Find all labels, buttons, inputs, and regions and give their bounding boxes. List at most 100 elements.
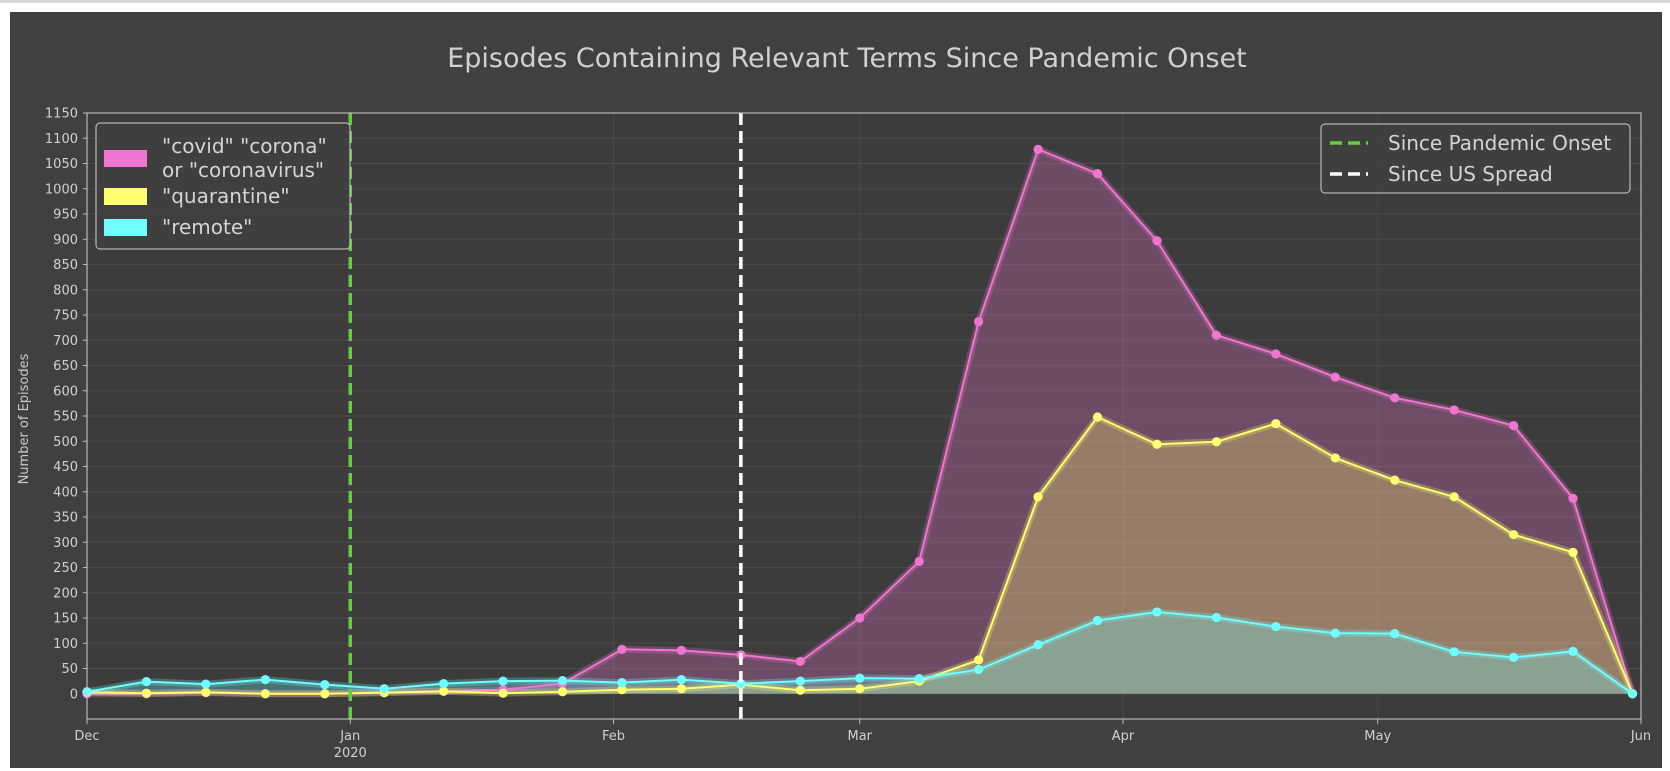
- legend-swatch: [104, 188, 147, 205]
- series-point-0: [855, 613, 865, 623]
- series-point-0: [795, 656, 805, 667]
- series-area-2: [87, 611, 1633, 694]
- series-point-2: [795, 676, 805, 686]
- series-point-0: [914, 556, 924, 567]
- series-point-1: [676, 684, 687, 694]
- series-point-1: [1033, 492, 1043, 502]
- series-point-1: [1092, 412, 1103, 422]
- series-point-2: [379, 684, 389, 694]
- series-point-1: [855, 684, 865, 694]
- x-tick-label: Jun: [1630, 729, 1651, 744]
- series-point-2: [617, 678, 627, 688]
- series-point-1: [1211, 437, 1222, 447]
- x-tick-label: May: [1364, 729, 1391, 744]
- legend-series-box: [95, 122, 351, 250]
- series-point-0: [617, 644, 627, 654]
- y-tick-label: 350: [53, 511, 78, 526]
- x-tick-label: Jan: [339, 729, 360, 744]
- series-point-2: [1152, 607, 1162, 617]
- series-point-1: [1152, 439, 1162, 449]
- series-point-1: [141, 688, 152, 698]
- series-point-1: [1568, 547, 1578, 557]
- y-tick-label: 250: [53, 561, 78, 576]
- series-point-2: [557, 676, 568, 686]
- series-point-2: [974, 664, 984, 675]
- series-point-0: [974, 316, 984, 327]
- series-point-2: [141, 677, 152, 687]
- series-point-2: [1509, 652, 1519, 662]
- series-point-2: [1211, 612, 1222, 623]
- y-tick-label: 500: [53, 435, 78, 450]
- series-point-2: [1449, 647, 1459, 657]
- series-point-0: [1271, 349, 1281, 359]
- series-point-0: [1568, 493, 1578, 503]
- series-point-2: [439, 679, 449, 689]
- x-tick-label: Feb: [602, 729, 625, 744]
- series-point-1: [439, 686, 449, 696]
- legend-label: Since US Spread: [1388, 162, 1553, 186]
- series-point-1: [557, 687, 568, 697]
- axes: 0 50 100 150 200 250 300 350 400 450 500 550 600 650 7…: [45, 107, 1651, 762]
- series-areas: [87, 149, 1633, 694]
- series-point-1: [617, 685, 627, 695]
- series-point-0: [1092, 169, 1103, 179]
- x-tick-label: Apr: [1112, 729, 1135, 744]
- legend-series: "covid" "corona" or "coronavirus""quaran…: [95, 122, 351, 250]
- series-point-1: [1449, 492, 1459, 502]
- y-tick-label: 900: [53, 233, 78, 248]
- series-point-1: [320, 689, 330, 699]
- y-tick-label: 300: [53, 536, 78, 551]
- series-point-0: [1449, 405, 1459, 415]
- legend-swatch: [104, 150, 147, 167]
- series-point-2: [1092, 615, 1103, 626]
- legend-label: "remote": [162, 215, 252, 239]
- y-tick-label: 1150: [45, 107, 78, 122]
- series-point-1: [201, 687, 211, 697]
- y-axis-label: Number of Episodes: [17, 353, 32, 484]
- y-tick-label: 200: [53, 586, 78, 601]
- series-point-1: [795, 685, 805, 695]
- series-point-2: [1627, 689, 1638, 699]
- x-tick-label: Dec: [74, 729, 99, 744]
- series-point-2: [1330, 628, 1340, 638]
- plot-frame: [86, 112, 1642, 720]
- chart: Episodes Containing Relevant Terms Since…: [10, 12, 1662, 768]
- x-tick-sublabel: 2020: [334, 746, 367, 761]
- series-point-0: [1211, 330, 1222, 340]
- y-tick-label: 750: [53, 309, 78, 324]
- y-tick-label: 950: [53, 208, 78, 223]
- y-tick-label: 1100: [45, 132, 78, 147]
- series-point-2: [914, 674, 924, 684]
- series-point-2: [498, 676, 508, 686]
- series-point-2: [201, 679, 211, 689]
- series-point-0: [1509, 420, 1519, 431]
- legend-label: "covid" "corona": [162, 134, 327, 158]
- y-tick-label: 50: [61, 662, 78, 677]
- y-tick-label: 1000: [45, 182, 78, 197]
- series-point-1: [1330, 453, 1340, 463]
- series-point-1: [260, 689, 270, 699]
- chart-title: Episodes Containing Relevant Terms Since…: [447, 43, 1247, 74]
- series-point-2: [855, 673, 865, 683]
- y-tick-label: 700: [53, 334, 78, 349]
- y-tick-label: 150: [53, 612, 78, 627]
- y-tick-label: 650: [53, 359, 78, 374]
- y-tick-label: 0: [70, 687, 78, 702]
- series-point-0: [1330, 372, 1340, 382]
- series-point-1: [1271, 418, 1281, 429]
- series-point-2: [260, 675, 270, 685]
- y-tick-label: 800: [53, 283, 78, 298]
- series-point-2: [320, 680, 330, 690]
- y-tick-label: 100: [53, 637, 78, 652]
- series-area-0: [87, 149, 1633, 694]
- y-tick-label: 850: [53, 258, 78, 273]
- y-tick-label: 1050: [45, 157, 78, 172]
- x-tick-label: Mar: [847, 729, 872, 744]
- legend-reference-lines: Since Pandemic Onset Since US Spread: [1320, 123, 1631, 194]
- legend-label: or "coronavirus": [162, 158, 324, 182]
- series-point-1: [1390, 475, 1400, 485]
- series-point-2: [676, 675, 687, 685]
- series-point-1: [974, 655, 984, 665]
- legend-lines-box: [1320, 123, 1631, 194]
